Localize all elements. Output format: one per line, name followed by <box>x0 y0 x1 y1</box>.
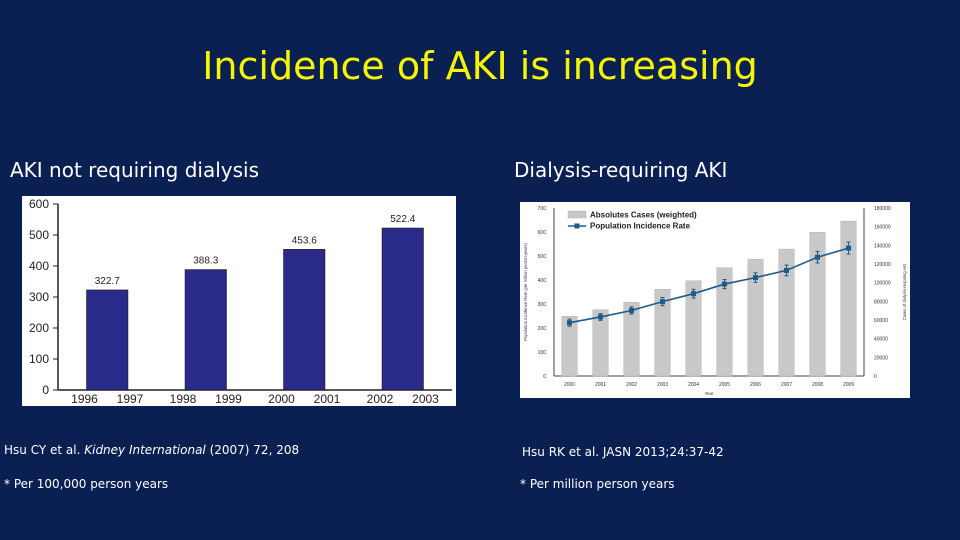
y-tick-label: 400 <box>29 259 49 273</box>
right-y-tick-label: 40000 <box>874 337 888 343</box>
cases-bar <box>685 280 702 377</box>
left-y-axis-title: Population Incidence Rate (per million p… <box>523 243 528 341</box>
y-tick-label: 0 <box>42 383 49 397</box>
right-y-tick-label: 140000 <box>874 243 891 249</box>
right-y-tick-label: 180000 <box>874 206 891 212</box>
right-y-tick-label: 60000 <box>874 318 888 324</box>
x-tick-label: 2001 <box>595 382 606 388</box>
right-citation: Hsu RK et al. JASN 2013;24:37-42 <box>522 445 724 459</box>
y-tick-label: 100 <box>29 352 49 366</box>
right-y-tick-label: 20000 <box>874 355 888 361</box>
right-y-tick-label: 160000 <box>874 225 891 231</box>
x-tick-label: 1999 <box>215 392 242 406</box>
x-tick-label: 1997 <box>117 392 144 406</box>
bar <box>86 289 129 391</box>
right-footnote: * Per million person years <box>520 477 675 491</box>
left-chart-panel: 0 100 200 300 400 500 600 322.7 1996 1997 388.3 199… <box>22 196 456 406</box>
incidence-rate-point <box>722 281 727 287</box>
x-tick-label: 2009 <box>843 382 854 388</box>
incidence-rate-point <box>660 299 665 305</box>
x-tick-label: 1996 <box>71 392 98 406</box>
incidence-rate-point <box>846 245 851 251</box>
cases-bar <box>592 309 609 377</box>
cases-bar <box>778 248 795 377</box>
y-tick-label: 200 <box>29 321 49 335</box>
right-y-tick-label: 100000 <box>874 281 891 287</box>
left-y-tick-label: 700 <box>538 206 547 212</box>
left-citation-journal: Kidney International <box>84 443 206 457</box>
x-tick-label: 2008 <box>812 382 823 388</box>
left-bar-chart: 0 100 200 300 400 500 600 322.7 1996 1997 388.3 199… <box>29 197 452 406</box>
left-footnote: * Per 100,000 person years <box>4 477 169 491</box>
bar-data-label: 322.7 <box>95 276 120 287</box>
y-tick-label: 300 <box>29 290 49 304</box>
incidence-rate-line <box>569 247 849 324</box>
left-citation-details: (2007) 72, 208 <box>205 443 300 457</box>
x-tick-label: 2000 <box>564 382 575 388</box>
bar-data-label: 522.4 <box>390 214 415 225</box>
right-y-axis-title: Cases of dialysis-requiring AKI <box>902 264 907 321</box>
left-y-tick-label: 200 <box>538 326 547 332</box>
legend-swatch-cases <box>567 210 587 219</box>
left-y-tick-label: 300 <box>538 302 547 308</box>
right-combo-chart: 0 100 200 300 400 500 600 700 0 20000 40000 60000 80… <box>523 206 907 396</box>
bar <box>283 249 326 391</box>
x-tick-label: 2006 <box>750 382 761 388</box>
left-y-tick-label: 400 <box>538 278 547 284</box>
left-chart-heading: AKI not requiring dialysis <box>10 158 259 182</box>
incidence-rate-point <box>815 254 820 260</box>
y-tick-label: 600 <box>29 197 49 211</box>
x-tick-label: 2000 <box>268 392 295 406</box>
cases-bar <box>623 302 640 377</box>
incidence-rate-point <box>784 267 789 273</box>
cases-bar <box>809 232 826 377</box>
incidence-rate-point <box>598 314 603 320</box>
incidence-rate-point <box>629 307 634 313</box>
left-citation-authors: Hsu CY et al. <box>4 443 85 457</box>
cases-bar <box>561 316 578 377</box>
incidence-rate-point <box>753 275 758 281</box>
bar <box>381 227 424 391</box>
legend-label-cases: Absolutes Cases (weighted) <box>590 211 697 220</box>
right-chart-panel: 0 100 200 300 400 500 600 700 0 20000 40000 60000 80… <box>520 202 910 398</box>
legend-label-line: Population Incidence Rate <box>590 222 691 231</box>
right-y-tick-label: 0 <box>874 374 877 380</box>
x-tick-label: 2004 <box>688 382 699 388</box>
cases-bar <box>747 259 764 377</box>
incidence-rate-point <box>691 291 696 297</box>
left-y-tick-label: 600 <box>538 230 547 236</box>
x-tick-label: 2003 <box>412 392 439 406</box>
left-citation: Hsu CY et al. Kidney International (2007… <box>4 443 299 457</box>
x-tick-label: 2005 <box>719 382 730 388</box>
x-tick-label: 2002 <box>626 382 637 388</box>
cases-bar <box>840 220 857 377</box>
legend-swatch-marker <box>574 223 580 229</box>
x-tick-label: 2002 <box>367 392 394 406</box>
x-tick-label: 1998 <box>170 392 197 406</box>
x-tick-label: 2007 <box>781 382 792 388</box>
left-y-tick-label: 0 <box>543 374 546 380</box>
bar <box>184 269 227 391</box>
right-y-tick-label: 80000 <box>874 299 888 305</box>
bar-data-label: 388.3 <box>193 256 218 267</box>
slide-title: Incidence of AKI is increasing <box>202 44 758 88</box>
y-tick-label: 500 <box>29 228 49 242</box>
right-y-tick-label: 120000 <box>874 262 891 268</box>
incidence-rate-point <box>567 320 572 326</box>
x-tick-label: 2003 <box>657 382 668 388</box>
right-chart-heading: Dialysis-requiring AKI <box>514 158 728 182</box>
left-y-tick-label: 500 <box>538 254 547 260</box>
left-y-tick-label: 100 <box>538 350 547 356</box>
bar-data-label: 453.6 <box>292 235 317 246</box>
cases-bar <box>716 267 733 377</box>
x-axis-title: Year <box>704 391 714 396</box>
cases-bar <box>654 288 671 377</box>
x-tick-label: 2001 <box>314 392 341 406</box>
